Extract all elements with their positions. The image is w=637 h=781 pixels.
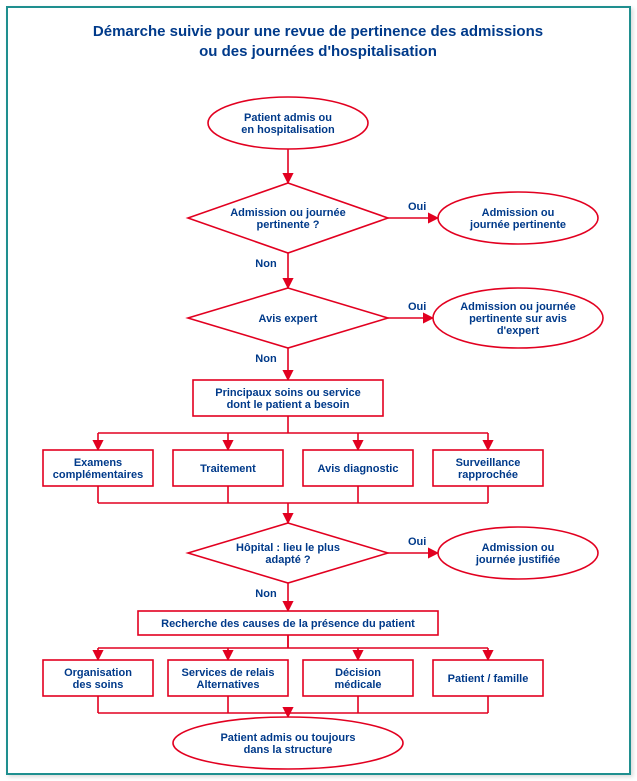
svg-text:Hôpital : lieu le plus: Hôpital : lieu le plus (236, 542, 340, 554)
title-line-1: Démarche suivie pour une revue de pertin… (93, 23, 543, 40)
svg-text:Avis expert: Avis expert (259, 313, 318, 325)
svg-text:pertinente sur avis: pertinente sur avis (469, 313, 567, 325)
svg-text:Patient admis ou toujours: Patient admis ou toujours (220, 732, 355, 744)
svg-text:Décision: Décision (335, 667, 381, 679)
svg-text:Admission ou journée: Admission ou journée (230, 207, 346, 219)
svg-text:Alternatives: Alternatives (197, 679, 260, 691)
svg-text:Non: Non (255, 353, 277, 365)
svg-text:Admission ou: Admission ou (482, 207, 555, 219)
svg-text:Non: Non (255, 258, 277, 270)
svg-text:Examens: Examens (74, 457, 122, 469)
svg-text:Surveillance: Surveillance (456, 457, 521, 469)
svg-text:Avis diagnostic: Avis diagnostic (318, 463, 399, 475)
svg-text:Services de relais: Services de relais (182, 667, 275, 679)
svg-text:dans la structure: dans la structure (244, 744, 333, 756)
svg-text:Admission ou: Admission ou (482, 542, 555, 554)
diagram-frame: Démarche suivie pour une revue de pertin… (6, 6, 631, 775)
svg-text:Principaux soins ou service: Principaux soins ou service (215, 387, 361, 399)
svg-text:Oui: Oui (408, 201, 426, 213)
svg-text:dont le patient a besoin: dont le patient a besoin (227, 399, 350, 411)
svg-text:Non: Non (255, 588, 277, 600)
svg-text:Oui: Oui (408, 536, 426, 548)
svg-text:pertinente ?: pertinente ? (257, 219, 320, 231)
svg-text:Admission ou journée: Admission ou journée (460, 301, 576, 313)
svg-text:adapté ?: adapté ? (265, 554, 311, 566)
svg-text:journée pertinente: journée pertinente (469, 219, 566, 231)
svg-text:Patient / famille: Patient / famille (448, 673, 529, 685)
svg-text:complémentaires: complémentaires (53, 469, 143, 481)
svg-text:Organisation: Organisation (64, 667, 132, 679)
flowchart-svg: Démarche suivie pour une revue de pertin… (8, 8, 629, 773)
svg-text:en hospitalisation: en hospitalisation (241, 124, 335, 136)
title-line-2: ou des journées d'hospitalisation (199, 43, 437, 60)
svg-text:d'expert: d'expert (497, 325, 540, 337)
svg-text:Traitement: Traitement (200, 463, 256, 475)
svg-text:journée justifiée: journée justifiée (475, 554, 560, 566)
svg-text:rapprochée: rapprochée (458, 469, 518, 481)
svg-text:Recherche des causes de la pré: Recherche des causes de la présence du p… (161, 618, 415, 630)
svg-text:médicale: médicale (334, 679, 381, 691)
svg-text:Patient admis ou: Patient admis ou (244, 112, 332, 124)
page: Démarche suivie pour une revue de pertin… (0, 0, 637, 781)
svg-text:des soins: des soins (73, 679, 124, 691)
svg-text:Oui: Oui (408, 301, 426, 313)
